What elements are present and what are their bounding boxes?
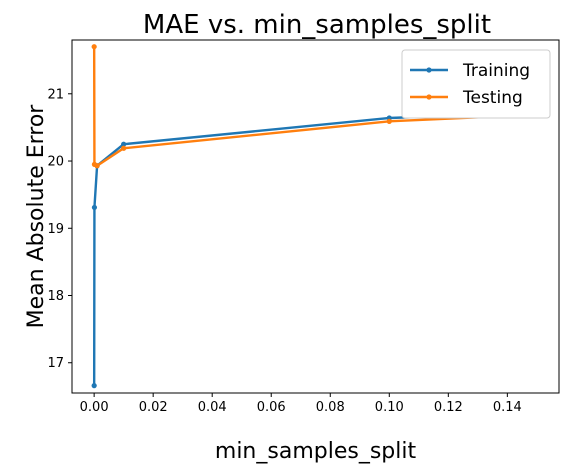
training-legend-marker: [426, 67, 432, 73]
plot-border: [71, 39, 560, 394]
testing-legend-label: Testing: [462, 88, 523, 108]
y-axis-label: Mean Absolute Error: [24, 104, 49, 329]
testing-data-point: [121, 145, 127, 151]
y-tick-label: 19: [47, 222, 64, 237]
x-axis-ticks: 0.00 0.02 0.04 0.06 0.08 0.10 0.12 0.14: [80, 393, 522, 415]
training-data-point: [91, 383, 97, 389]
training-data-point: [91, 204, 98, 211]
x-tick-label: 0.12: [434, 400, 463, 415]
y-tick-label: 21: [47, 87, 64, 102]
legend-box: [401, 49, 551, 119]
y-axis-ticks: 17 18 19 20 21: [47, 87, 72, 371]
x-tick-label: 0.02: [139, 400, 168, 415]
chart-title: MAE vs. min_samples_split: [143, 10, 491, 40]
testing-data-point: [91, 44, 97, 50]
testing-legend-marker: [426, 94, 432, 100]
x-tick-label: 0.04: [198, 400, 227, 415]
x-tick-label: 0.06: [257, 400, 286, 415]
legend: Training Testing: [401, 49, 551, 119]
y-tick-label: 17: [47, 356, 64, 371]
x-tick-label: 0.10: [375, 400, 404, 415]
y-tick-label: 20: [47, 155, 64, 170]
training-legend-label: Training: [462, 61, 530, 81]
testing-data-point: [386, 118, 392, 124]
x-tick-label: 0.00: [80, 400, 109, 415]
training-data-point: [121, 141, 127, 147]
testing-data-point: [94, 163, 100, 169]
x-tick-label: 0.08: [316, 400, 345, 415]
y-tick-label: 18: [47, 289, 64, 304]
x-tick-label: 0.14: [493, 400, 522, 415]
x-axis-label: min_samples_split: [215, 439, 417, 464]
testing-series-line: [92, 46, 537, 167]
